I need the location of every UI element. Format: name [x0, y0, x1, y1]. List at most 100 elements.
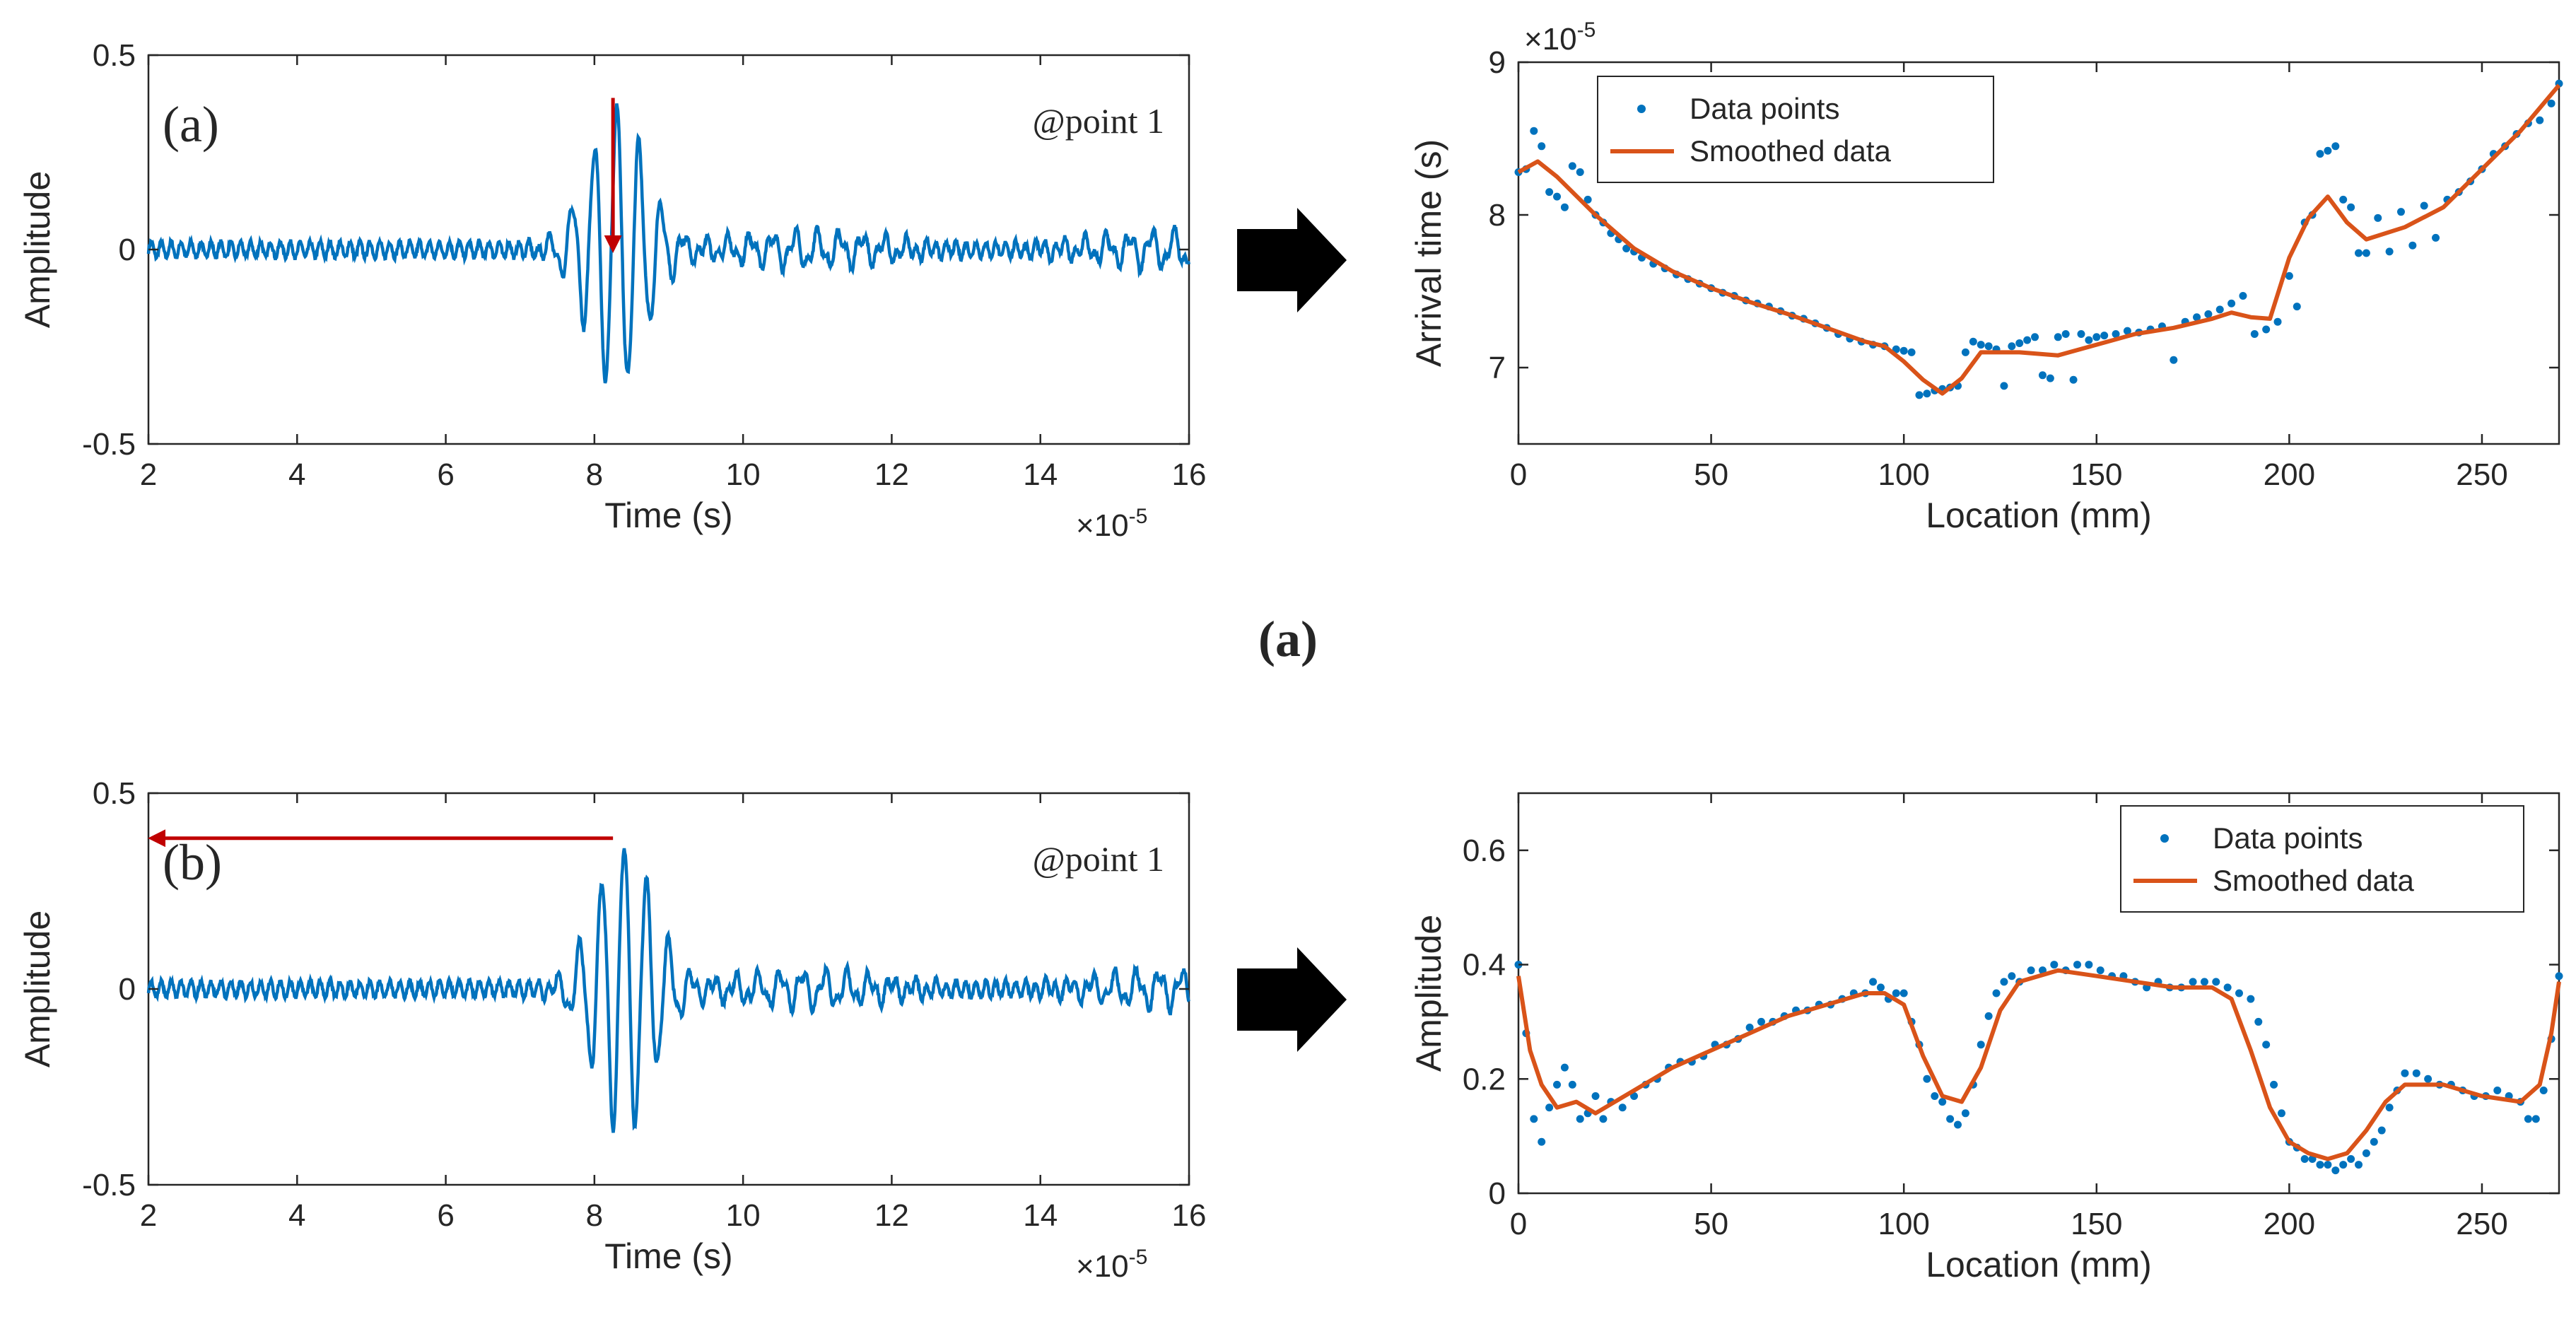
- data-point: [1553, 1080, 1562, 1089]
- data-point: [1869, 978, 1878, 986]
- data-point: [1977, 341, 1985, 349]
- data-point: [1984, 342, 1993, 351]
- data-point: [1568, 162, 1576, 170]
- x-tick-label: 12: [874, 457, 909, 492]
- data-point: [2273, 317, 2282, 326]
- x-tick-label: 4: [288, 1198, 305, 1233]
- data-point: [2038, 371, 2047, 380]
- data-point: [2339, 195, 2348, 204]
- x-tick-label: 2: [140, 1198, 157, 1233]
- y-axis-label: Amplitude: [1409, 915, 1448, 1072]
- figure-caption-a: (a): [1258, 611, 1318, 667]
- data-point: [1530, 127, 1538, 135]
- data-point: [2547, 99, 2555, 107]
- y-axis-label: Amplitude: [18, 911, 57, 1067]
- data-point: [2262, 325, 2271, 334]
- x-tick-label: 0: [1510, 457, 1527, 492]
- legend-box: [1597, 76, 1994, 183]
- data-point: [2555, 972, 2563, 980]
- data-point: [1923, 1075, 1931, 1083]
- data-point: [2050, 961, 2059, 969]
- y-tick-label: 0.6: [1463, 833, 1506, 868]
- data-point: [2085, 961, 2093, 969]
- x-tick-label: 4: [288, 457, 305, 492]
- legend-marker-data-points: [2160, 834, 2169, 843]
- x-tick-label: 8: [586, 457, 603, 492]
- data-point: [2015, 339, 2024, 347]
- legend-label-smoothed-data: Smoothed data: [1690, 134, 1892, 168]
- x-tick-label: 200: [2264, 1207, 2315, 1241]
- data-point: [2300, 1154, 2309, 1163]
- y-tick-label: 0.2: [1463, 1062, 1506, 1096]
- chart-waveform-b: 2 4 6 8 10 12 14 16 -0.5 0 0.5 Time (s) Amplitude ×10…: [18, 776, 1206, 1284]
- data-point: [2347, 203, 2355, 211]
- data-point: [1946, 1115, 1955, 1123]
- data-point: [2524, 1115, 2532, 1123]
- data-point: [2250, 329, 2259, 338]
- data-point: [1969, 337, 1977, 346]
- data-point: [1560, 203, 1569, 211]
- chart-arrival-time: 0 50 100 150 200 250 7 8 9 Location (mm) Arrival t…: [1409, 18, 2563, 535]
- data-point: [2432, 233, 2440, 242]
- data-point: [1984, 1012, 1993, 1020]
- data-point: [2539, 1086, 2548, 1094]
- waveform-line: [146, 103, 1191, 384]
- data-point: [1538, 142, 1546, 151]
- data-point: [1553, 192, 1562, 201]
- chart-waveform-a: 2 4 6 8 10 12 14 16 -0.5 0 0.5 Time (s) Amplitude ×10…: [18, 38, 1206, 543]
- x-exponent-label: ×10-5: [1076, 505, 1147, 543]
- data-point: [2377, 1126, 2386, 1135]
- x-tick-label: 150: [2071, 1207, 2122, 1241]
- x-tick-label: 10: [726, 1198, 761, 1233]
- data-point: [2215, 305, 2224, 314]
- data-point: [2008, 342, 2016, 351]
- data-point: [1892, 989, 1900, 997]
- data-point: [1745, 1024, 1754, 1032]
- x-tick-label: 0: [1510, 1207, 1527, 1241]
- data-point: [1583, 195, 1592, 204]
- smoothed-line: [1517, 83, 2561, 396]
- x-tick-label: 14: [1023, 1198, 1058, 1233]
- x-axis-label: Location (mm): [1926, 1245, 2152, 1284]
- y-tick-label: 8: [1489, 198, 1506, 233]
- data-point: [1907, 348, 1916, 356]
- panel-label: (a): [163, 96, 219, 153]
- x-tick-label: 50: [1694, 1207, 1728, 1241]
- data-point: [1757, 1017, 1765, 1026]
- data-point: [2277, 1109, 2285, 1118]
- data-point: [2316, 1161, 2324, 1169]
- data-point: [2331, 142, 2340, 151]
- data-point: [2100, 332, 2109, 340]
- data-point: [1599, 1115, 1608, 1123]
- data-point: [1977, 1041, 1985, 1049]
- flow-arrow-top: [1237, 208, 1347, 312]
- legend-label-data-points: Data points: [1690, 92, 1839, 125]
- data-point: [2355, 1161, 2363, 1169]
- data-point: [2069, 375, 2078, 384]
- x-tick-label: 12: [874, 1198, 909, 1233]
- data-point: [2200, 978, 2208, 986]
- x-axis-label: Time (s): [604, 496, 732, 535]
- x-tick-label: 16: [1172, 1198, 1207, 1233]
- y-tick-label: -0.5: [82, 1168, 136, 1202]
- x-exponent-label: ×10-5: [1076, 1246, 1147, 1284]
- data-point: [1630, 1092, 1639, 1101]
- data-point: [2212, 978, 2220, 986]
- y-exponent-label: ×10-5: [1524, 18, 1596, 57]
- y-tick-label: 0.5: [93, 776, 136, 811]
- x-tick-label: 100: [1878, 457, 1929, 492]
- data-point: [2362, 249, 2370, 257]
- data-point: [1576, 1115, 1584, 1123]
- data-point: [2401, 1069, 2409, 1077]
- data-point: [2355, 249, 2363, 257]
- data-point: [2193, 313, 2201, 322]
- data-point: [2170, 356, 2178, 364]
- data-point: [2370, 1137, 2378, 1146]
- data-point: [2046, 374, 2054, 382]
- y-tick-label: 7: [1489, 351, 1506, 385]
- data-point: [2424, 1075, 2432, 1083]
- data-point: [1961, 1109, 1969, 1118]
- data-point: [2316, 150, 2324, 158]
- data-point: [2285, 271, 2293, 280]
